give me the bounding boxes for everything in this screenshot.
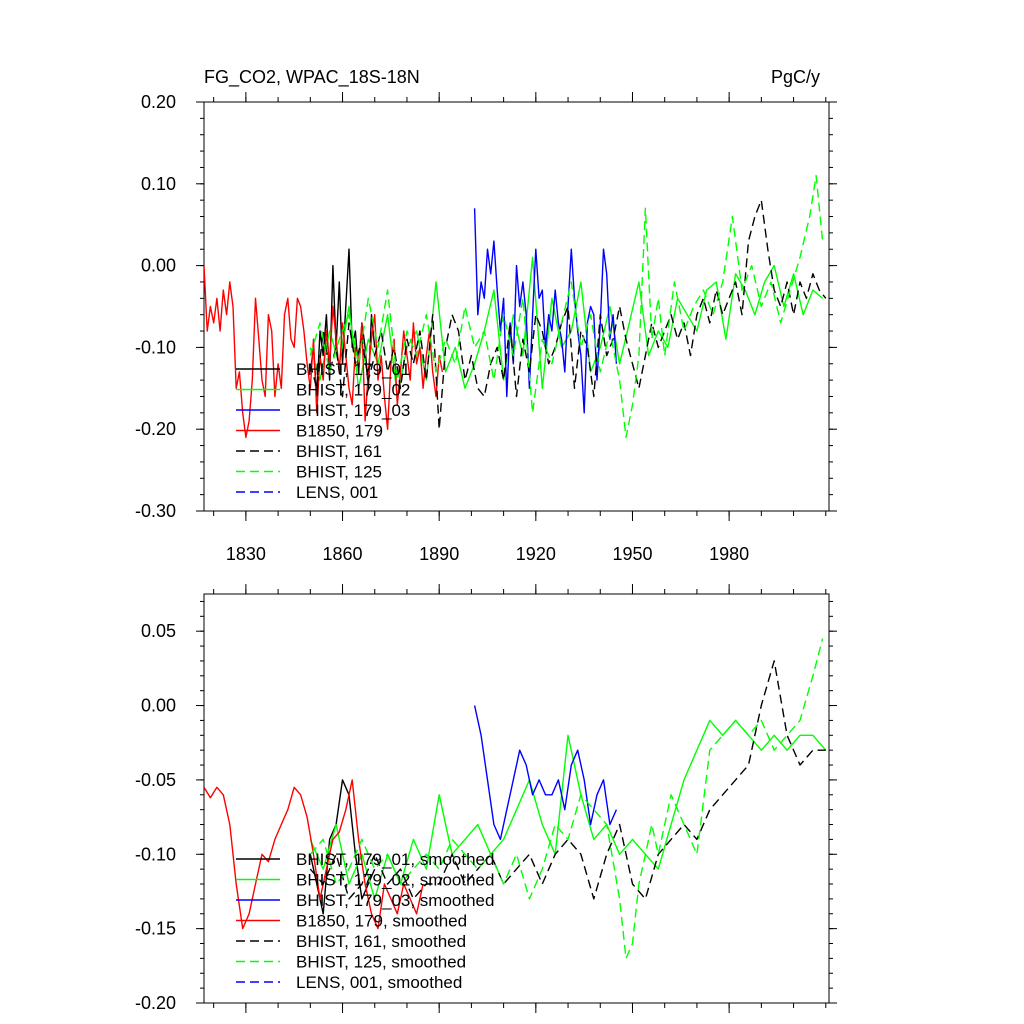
series-line-bhist-125 [309,174,824,439]
series-line-bhist-179-03-smoothed [473,705,618,841]
legend-label: BHIST, 179_03, smoothed [296,891,494,910]
series-group [204,638,827,960]
y-tick-label: -0.10 [135,337,176,357]
series-line-b1850-179 [204,265,444,439]
x-tick-label: 1920 [516,544,556,564]
series-line-bhist-179-01 [309,248,376,398]
legend-label: BHIST, 161 [296,442,382,461]
legend-label: B1850, 179, smoothed [296,912,467,931]
legend-label: LENS, 001 [296,483,378,502]
y-tick-label: -0.10 [135,844,176,864]
series-line-bhist-161 [309,199,827,430]
legend-label: BHIST, 179_01, smoothed [296,850,494,869]
top-chart-panel: -0.30 -0.20 -0.10 0.00 0.10 0.20 1830 1860 1890 1… [135,92,837,564]
legend-label: BHIST, 125, smoothed [296,953,466,972]
legend-label: BHIST, 161, smoothed [296,932,466,951]
series-line-bhist-161-smoothed [309,660,826,900]
series-line-bhist-125-smoothed [309,638,824,960]
y-tick-label: 0.05 [141,621,176,641]
y-tick-label: -0.20 [135,419,176,439]
bottom-chart-panel: -0.20 -0.15 -0.10 -0.05 0.00 0.05 BHIST, 179_0… [135,584,837,1013]
x-tick-label: 1980 [709,544,749,564]
chart-title-right-units: PgC/y [771,67,820,87]
chart-title-left: FG_CO2, WPAC_18S-18N [204,67,420,88]
legend-label: B1850, 179 [296,422,383,441]
y-tick-label: -0.30 [135,501,176,521]
y-tick-label: 0.00 [141,256,176,276]
y-tick-label: -0.20 [135,993,176,1013]
y-tick-label: 0.10 [141,174,176,194]
series-group [204,174,827,439]
legend-label: BHIST, 179_01 [296,360,410,379]
x-tick-label: 1890 [419,544,459,564]
series-line-bhist-179-01-smoothed [309,779,376,915]
legend-label: BHIST, 125 [296,463,382,482]
legend-label: BHIST, 179_02, smoothed [296,871,494,890]
legend-label: BHIST, 179_02 [296,381,410,400]
plot-frame [203,593,830,1004]
legend-label: LENS, 001, smoothed [296,973,462,992]
plot-frame [203,101,830,512]
series-line-b1850-179-smoothed [204,779,424,930]
y-tick-label: 0.20 [141,92,176,112]
x-tick-label: 1950 [612,544,652,564]
x-tick-label: 1830 [226,544,266,564]
y-tick-label: 0.00 [141,696,176,716]
y-tick-label: -0.05 [135,770,176,790]
y-tick-label: -0.15 [135,919,176,939]
x-tick-label: 1860 [323,544,363,564]
legend-label: BHIST, 179_03 [296,401,410,420]
